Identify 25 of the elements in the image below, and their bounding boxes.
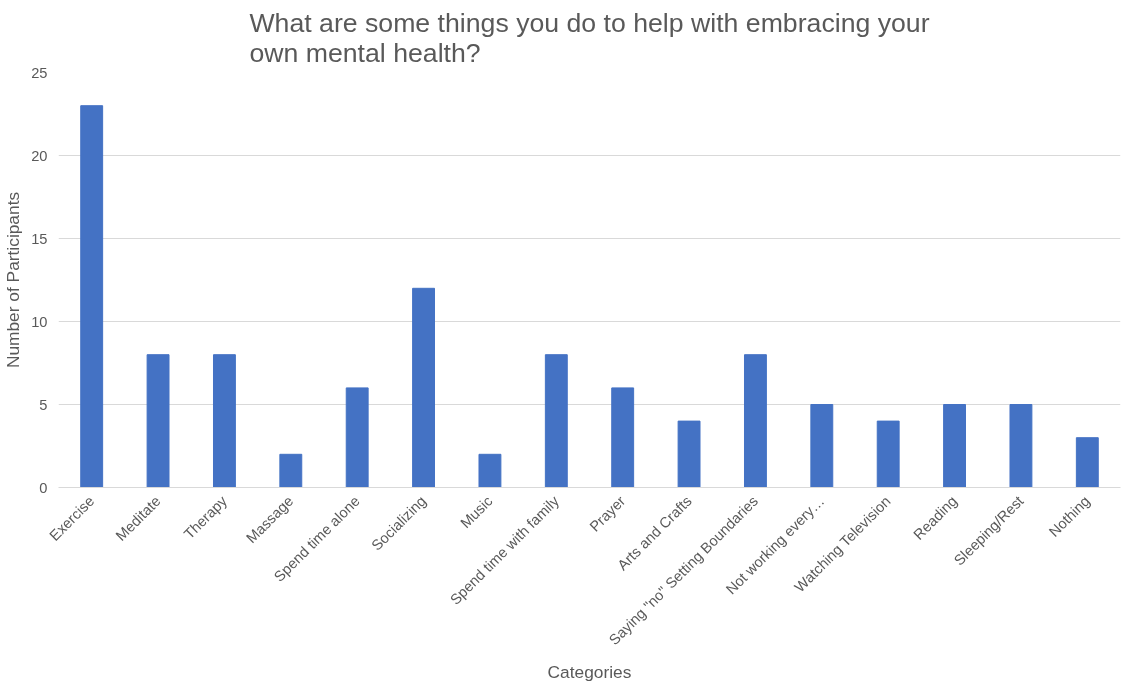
y-tick-label: 25 (31, 64, 48, 81)
bar (279, 453, 303, 488)
y-tick-label: 5 (39, 396, 48, 413)
bar (743, 354, 767, 488)
bar (1009, 404, 1033, 488)
x-axis-title: Categories (547, 661, 632, 682)
bar (478, 453, 502, 488)
bar (611, 387, 635, 488)
bar (544, 354, 568, 488)
bar (677, 420, 701, 488)
bar (80, 105, 104, 488)
bar (345, 387, 369, 488)
bar (1075, 437, 1099, 488)
y-tick-label: 10 (31, 313, 48, 330)
bar (810, 404, 834, 488)
y-tick-label: 20 (31, 147, 48, 164)
y-tick-label: 0 (39, 479, 48, 496)
bar (146, 354, 170, 488)
y-axis-title: Number of Participants (3, 191, 24, 369)
bar (876, 420, 900, 488)
bar (212, 354, 236, 488)
bar (943, 404, 967, 488)
bar (412, 287, 436, 488)
chart-title: What are some things you do to help with embracing your own mental health? (249, 7, 930, 68)
y-tick-label: 15 (31, 230, 48, 247)
